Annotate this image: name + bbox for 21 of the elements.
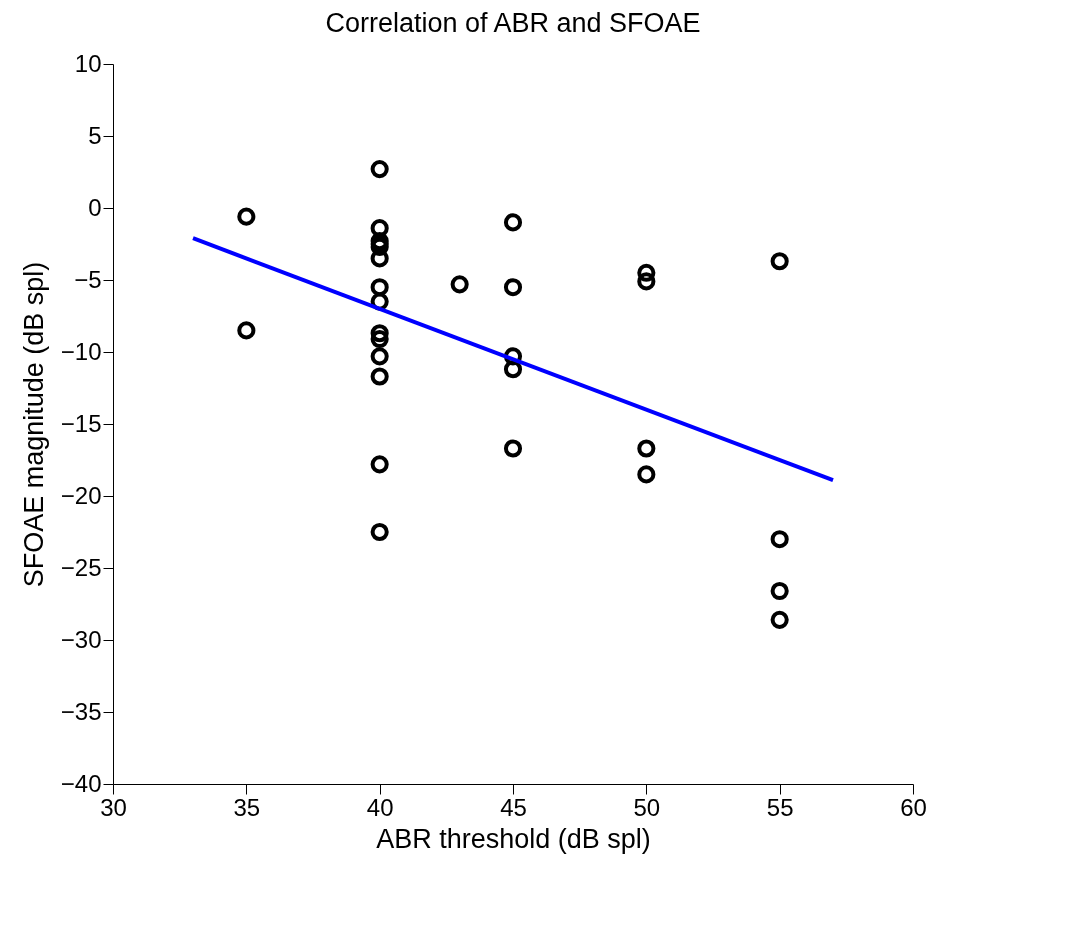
- y-tick-label: −5: [74, 265, 102, 293]
- x-tick-label: 30: [100, 793, 127, 821]
- y-tick-label: 10: [74, 49, 102, 77]
- y-tick-label: 0: [88, 193, 102, 221]
- y-axis-title: SFOAE magnitude (dB spl): [18, 261, 49, 588]
- y-tick-label: −30: [60, 625, 102, 653]
- x-tick-label: 40: [366, 793, 394, 821]
- x-tick-label: 45: [500, 793, 527, 821]
- y-tick-label: 5: [88, 121, 102, 149]
- y-tick-label: −20: [60, 481, 102, 509]
- y-tick-label: −15: [60, 409, 102, 437]
- x-tick-label: 60: [900, 793, 927, 821]
- x-tick-label: 55: [766, 793, 794, 821]
- chart-title: Correlation of ABR and SFOAE: [325, 8, 701, 38]
- y-tick-label: −35: [60, 697, 102, 725]
- y-tick-label: −10: [60, 337, 102, 365]
- y-tick-label: −25: [60, 553, 102, 581]
- x-axis-title: ABR threshold (dB spl): [376, 823, 651, 854]
- y-tick-label: −40: [60, 769, 102, 797]
- x-tick-label: 50: [633, 793, 661, 821]
- x-tick-label: 35: [233, 793, 261, 821]
